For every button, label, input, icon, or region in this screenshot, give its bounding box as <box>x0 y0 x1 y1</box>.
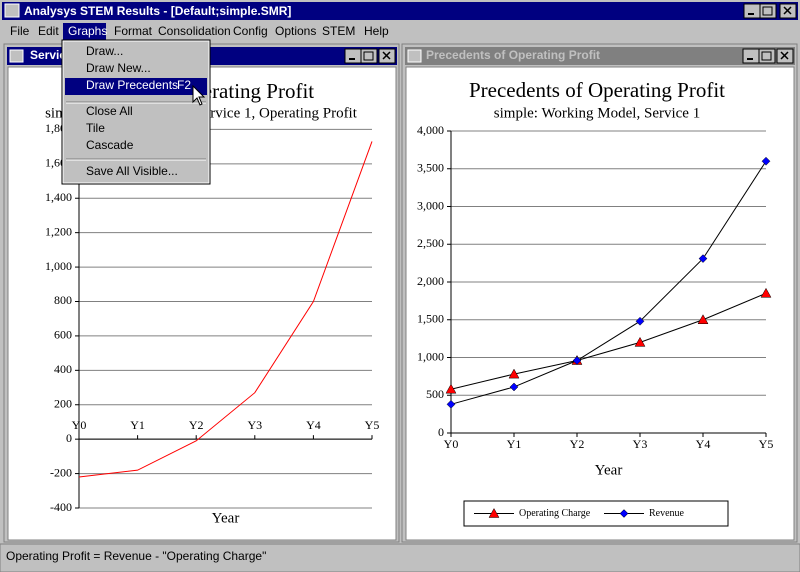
window-button[interactable] <box>759 3 777 19</box>
x-axis-label: Year <box>212 510 240 526</box>
x-tick-label: Y1 <box>507 437 522 451</box>
dropdown-highlight <box>65 78 207 95</box>
y-tick-label: 500 <box>426 387 444 401</box>
button-glyph <box>783 6 792 15</box>
legend-label: Revenue <box>649 508 685 519</box>
y-tick-label: 1,500 <box>417 312 444 326</box>
menu-item[interactable]: Help <box>364 24 389 38</box>
window-title-bar <box>405 47 795 65</box>
y-tick-label: 0 <box>66 431 72 445</box>
x-tick-label: Y4 <box>696 437 711 451</box>
y-tick-label: 3,500 <box>417 161 444 175</box>
chart-area <box>405 66 795 541</box>
y-tick-label: 1,000 <box>45 259 72 273</box>
y-tick-label: 2,000 <box>417 274 444 288</box>
marker <box>509 382 519 392</box>
chart-title: Precedents of Operating Profit <box>469 78 725 102</box>
y-tick-label: 600 <box>54 328 72 342</box>
x-axis-label: Year <box>595 462 623 478</box>
y-tick-label: 800 <box>54 293 72 307</box>
y-tick-label: 0 <box>438 425 444 439</box>
x-tick-label: Y1 <box>130 418 145 432</box>
button-glyph <box>761 51 772 61</box>
marker <box>760 287 772 298</box>
marker <box>635 316 645 326</box>
x-tick-label: Y0 <box>444 437 459 451</box>
window-button[interactable] <box>743 3 761 19</box>
dropdown-item[interactable]: Draw... <box>86 44 123 58</box>
dropdown-item[interactable]: Close All <box>86 104 133 118</box>
cursor <box>192 84 206 106</box>
marker <box>508 368 520 379</box>
x-tick-label: Y2 <box>570 437 585 451</box>
y-tick-label: -200 <box>50 465 72 479</box>
y-tick-label: -400 <box>50 500 72 514</box>
menu-item[interactable]: STEM <box>322 24 355 38</box>
x-tick-label: Y3 <box>633 437 648 451</box>
x-tick-label: Y5 <box>759 437 774 451</box>
y-tick-label: 1,400 <box>45 190 72 204</box>
x-tick-label: Y4 <box>306 418 321 432</box>
window-icon <box>9 49 24 63</box>
y-tick-label: 1,200 <box>45 224 72 238</box>
y-tick-label: 2,500 <box>417 236 444 250</box>
y-tick-label: 200 <box>54 396 72 410</box>
y-tick-label: 4,000 <box>417 123 444 137</box>
app-icon <box>4 3 20 18</box>
dropdown-item[interactable]: Cascade <box>86 138 134 152</box>
y-tick-label: 400 <box>54 362 72 376</box>
legend-marker <box>619 509 629 518</box>
data-line <box>450 292 767 390</box>
menu-item[interactable]: Options <box>275 24 316 38</box>
marker <box>572 356 582 365</box>
window-icon <box>407 49 422 63</box>
button-glyph <box>762 6 773 16</box>
app-title: Analysys STEM Results - [Default;simple.… <box>24 4 291 18</box>
legend-label: Operating Charge <box>519 508 591 519</box>
y-tick-label: 3,000 <box>417 198 444 212</box>
marker <box>697 314 709 324</box>
window-button[interactable] <box>758 48 776 64</box>
marker <box>634 336 646 347</box>
x-tick-label: Y2 <box>189 418 204 432</box>
x-tick-label: Y0 <box>72 418 87 432</box>
marker <box>446 399 456 409</box>
legend-marker <box>488 507 500 518</box>
dropdown-item[interactable]: Save All Visible... <box>86 164 178 178</box>
shortcut: F2 <box>177 78 191 92</box>
button-glyph <box>382 51 391 60</box>
app-title-bar <box>2 2 798 20</box>
x-tick-label: Y3 <box>247 418 262 432</box>
menu-item[interactable]: Graphs <box>68 24 107 38</box>
status-text: Operating Profit = Revenue - "Operating … <box>6 549 266 563</box>
window-button[interactable] <box>742 48 760 64</box>
dropdown-item[interactable]: Tile <box>86 121 105 135</box>
dropdown-bevel <box>62 40 210 184</box>
button-glyph <box>363 51 374 61</box>
window-button[interactable] <box>360 48 378 64</box>
data-line <box>450 160 767 405</box>
menu-item[interactable]: Format <box>114 24 153 38</box>
menu-item[interactable]: Config <box>233 24 268 38</box>
x-tick-label: Y5 <box>365 418 380 432</box>
button-glyph <box>780 51 789 60</box>
y-tick-label: 1,000 <box>417 349 444 363</box>
status-bar <box>0 543 800 572</box>
window-button[interactable] <box>344 48 362 64</box>
menu-item[interactable]: Edit <box>38 24 59 38</box>
menu-item[interactable]: File <box>10 24 30 38</box>
dropdown-item[interactable]: Draw New... <box>86 61 151 75</box>
dropdown-item[interactable]: Draw Precedents <box>86 78 178 92</box>
marker <box>761 156 771 166</box>
marker <box>445 383 457 394</box>
window-title: Precedents of Operating Profit <box>426 48 600 62</box>
menu-item[interactable]: Consolidation <box>158 24 231 38</box>
data-line <box>78 141 373 478</box>
chart-subtitle: simple: Working Model, Service 1 <box>494 105 700 121</box>
marker <box>698 254 708 263</box>
menu-highlight <box>63 23 106 40</box>
